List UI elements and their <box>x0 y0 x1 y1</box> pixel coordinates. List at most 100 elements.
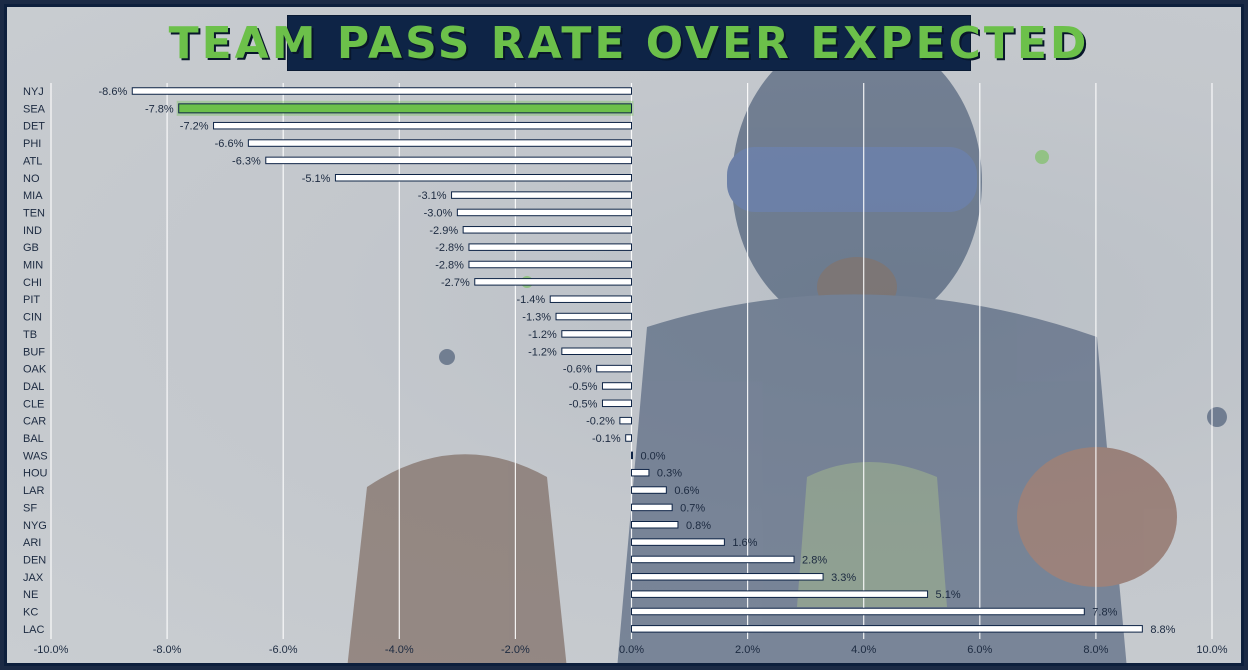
data-label: -1.4% <box>516 294 545 306</box>
data-label: -7.2% <box>180 121 209 133</box>
bar-car <box>619 416 633 425</box>
bars <box>131 87 1143 633</box>
grid-lines <box>50 83 1213 639</box>
category-label: NO <box>23 173 40 185</box>
x-tick-label: -6.0% <box>269 644 298 656</box>
bar-ari <box>631 538 725 546</box>
bar-mia <box>451 191 633 199</box>
data-label: -3.1% <box>418 190 447 202</box>
category-label: DET <box>23 121 45 133</box>
chart-title: TEAM PASS RATE OVER EXPECTED <box>168 17 1090 69</box>
data-label: -0.6% <box>563 364 592 376</box>
category-label: HOU <box>23 468 48 480</box>
data-label: 0.7% <box>680 502 705 514</box>
category-label: ATL <box>23 155 42 167</box>
bar-bal <box>625 434 633 442</box>
category-label: MIA <box>23 190 43 202</box>
category-label: DEN <box>23 554 46 566</box>
bar-cin <box>555 312 632 321</box>
category-label: DAL <box>23 381 44 393</box>
category-label: NYJ <box>23 86 44 98</box>
category-label: CLE <box>23 398 44 410</box>
category-label: ARI <box>23 537 41 549</box>
data-label: 0.3% <box>657 468 682 480</box>
category-label: TB <box>23 329 37 341</box>
category-label: JAX <box>23 572 44 584</box>
x-tick-label: 10.0% <box>1196 644 1227 656</box>
bar-buf <box>561 347 633 355</box>
category-label: BUF <box>23 346 45 358</box>
bar-lac <box>631 625 1143 633</box>
data-label: 1.6% <box>732 537 757 549</box>
bar-det <box>213 121 632 130</box>
bar-nyg <box>631 521 679 529</box>
bar-ind <box>462 226 632 234</box>
bar-dal <box>601 382 632 390</box>
data-label: 5.1% <box>936 589 961 601</box>
data-label: -1.3% <box>522 312 551 324</box>
category-label: CHI <box>23 277 42 289</box>
bar-atl <box>265 156 632 165</box>
data-label: 3.3% <box>831 572 856 584</box>
category-label: KC <box>23 607 38 619</box>
category-label: OAK <box>23 364 47 376</box>
data-label: -8.6% <box>99 86 128 98</box>
data-label: 7.8% <box>1092 607 1117 619</box>
bar-gb <box>468 243 632 251</box>
category-label: NE <box>23 589 38 601</box>
x-tick-label: 8.0% <box>1083 644 1108 656</box>
data-label: -1.2% <box>528 329 557 341</box>
data-label: -7.8% <box>145 103 174 115</box>
category-label: MIN <box>23 260 43 272</box>
x-tick-label: 4.0% <box>851 644 876 656</box>
x-tick-label: -2.0% <box>501 644 530 656</box>
bar-no <box>334 174 632 182</box>
bar-pit <box>549 295 632 303</box>
bar-sf <box>631 503 673 512</box>
x-tick-label: 0.0% <box>619 644 644 656</box>
bar-was <box>631 451 633 460</box>
category-label: SF <box>23 502 37 514</box>
bar-jax <box>631 573 824 581</box>
bar-tb <box>561 330 633 338</box>
bar-nyj <box>131 87 633 95</box>
chart-frame: -10.0% -8.0% -6.0% -4.0% -2.0% 0.0% 2.0% 4.0% 6.… <box>4 4 1244 666</box>
bar-ten <box>456 208 632 217</box>
data-label: -2.9% <box>429 225 458 237</box>
data-label: -2.8% <box>435 260 464 272</box>
data-label: -2.8% <box>435 242 464 254</box>
category-label: PHI <box>23 138 41 150</box>
category-label: TEN <box>23 207 45 219</box>
bar-chi <box>474 278 633 286</box>
bar-chart: -10.0% -8.0% -6.0% -4.0% -2.0% 0.0% 2.0% 4.0% 6.… <box>23 83 1228 656</box>
category-label: PIT <box>23 294 40 306</box>
data-label: 8.8% <box>1150 624 1175 636</box>
bar-ne <box>631 590 929 598</box>
category-label: GB <box>23 242 39 254</box>
category-label: NYG <box>23 520 47 532</box>
bar-sea <box>178 103 633 114</box>
bar-cle <box>601 399 632 408</box>
data-label: -0.1% <box>592 433 621 445</box>
bar-oak <box>596 364 632 373</box>
bar-kc <box>631 607 1085 616</box>
data-label: -0.5% <box>569 381 598 393</box>
data-label: -2.7% <box>441 277 470 289</box>
bar-hou <box>631 468 650 477</box>
data-label: -6.3% <box>232 155 261 167</box>
data-label: 2.8% <box>802 554 827 566</box>
data-label: -0.2% <box>586 416 615 428</box>
data-label: -5.1% <box>302 173 331 185</box>
category-label: BAL <box>23 433 44 445</box>
player-illustration-backdrop <box>347 32 1227 663</box>
bar-den <box>631 555 795 564</box>
x-tick-label: -4.0% <box>385 644 414 656</box>
category-label: LAR <box>23 485 44 497</box>
data-label: 0.6% <box>674 485 699 497</box>
bar-min <box>468 260 632 269</box>
category-label: CAR <box>23 416 46 428</box>
data-label: -3.0% <box>424 207 453 219</box>
category-label: SEA <box>23 103 46 115</box>
category-label: CIN <box>23 312 42 324</box>
data-label: 0.0% <box>641 450 666 462</box>
